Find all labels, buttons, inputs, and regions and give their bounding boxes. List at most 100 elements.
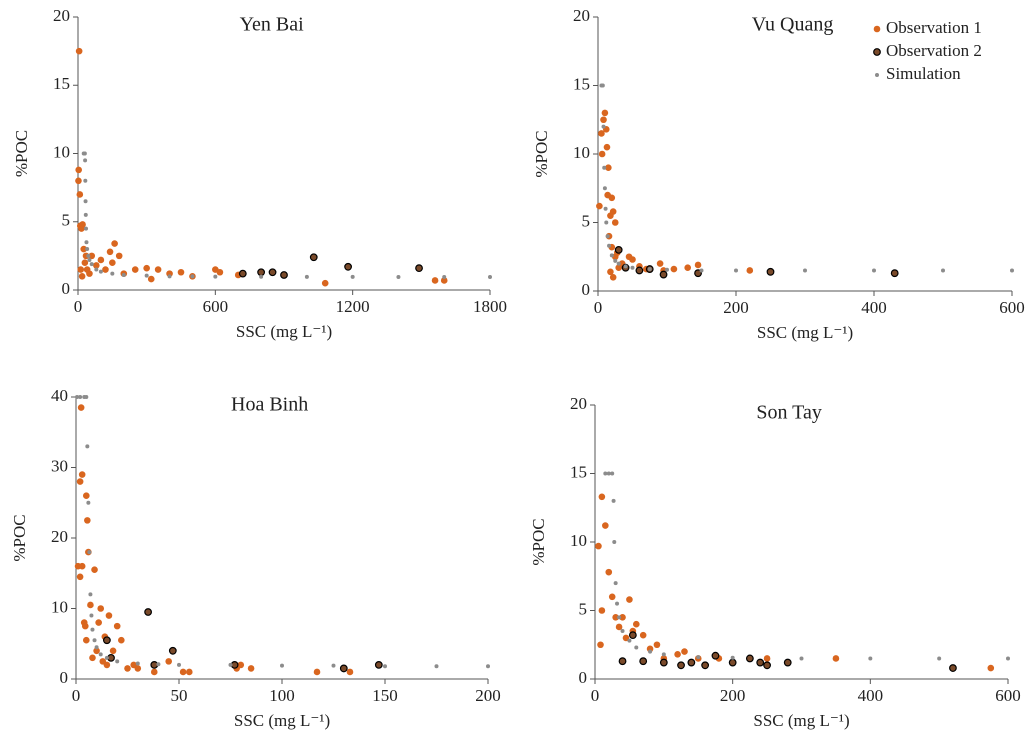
- data-point: [629, 256, 636, 263]
- y-tick-label: 20: [51, 527, 68, 546]
- chart-title: Son Tay: [756, 402, 821, 424]
- data-point: [78, 562, 86, 570]
- data-point: [601, 109, 609, 117]
- x-tick-label: 600: [203, 297, 229, 316]
- data-point: [147, 275, 155, 283]
- data-point: [84, 517, 91, 524]
- data-point: [93, 647, 100, 655]
- data-point: [766, 267, 775, 276]
- data-point: [121, 272, 126, 277]
- data-point: [603, 471, 608, 476]
- data-point: [684, 264, 691, 272]
- data-point: [144, 273, 149, 278]
- x-tick-label: 200: [720, 686, 746, 705]
- data-point: [635, 266, 644, 275]
- data-point: [257, 268, 266, 277]
- data-point: [601, 124, 606, 129]
- data-point: [832, 655, 840, 662]
- data-point: [144, 608, 153, 616]
- data-point: [605, 568, 613, 576]
- data-point: [600, 83, 605, 88]
- data-point: [75, 395, 80, 399]
- data-point: [627, 638, 632, 643]
- data-point: [83, 178, 88, 183]
- data-point: [783, 658, 792, 667]
- data-point: [633, 620, 640, 628]
- data-point: [75, 166, 82, 174]
- data-point: [701, 661, 710, 670]
- data-point: [95, 619, 102, 626]
- data-point: [630, 265, 635, 270]
- data-point: [614, 245, 623, 254]
- data-point: [608, 593, 616, 601]
- data-point: [81, 622, 89, 630]
- data-point: [238, 269, 247, 278]
- y-tick-label: 40: [51, 386, 68, 405]
- data-point: [78, 471, 86, 478]
- y-tick-label: 15: [53, 74, 70, 93]
- y-tick-label: 10: [570, 531, 587, 550]
- data-point: [598, 150, 606, 158]
- data-point: [346, 668, 354, 676]
- x-axis-label: SSC (mg L⁻¹): [236, 322, 332, 341]
- data-point: [634, 645, 639, 650]
- data-point: [105, 612, 113, 619]
- data-point: [622, 634, 630, 642]
- data-point: [89, 613, 94, 618]
- data-point: [606, 471, 611, 476]
- data-point: [442, 275, 447, 280]
- x-tick-label: 0: [72, 686, 81, 705]
- x-axis-label: SSC (mg L⁻¹): [757, 323, 853, 342]
- data-point: [111, 240, 118, 247]
- x-tick-label: 400: [858, 686, 884, 705]
- data-point: [605, 164, 612, 171]
- data-point: [280, 271, 288, 279]
- data-point: [941, 268, 945, 273]
- x-tick-label: 200: [723, 298, 749, 317]
- data-point: [102, 266, 109, 273]
- data-point: [154, 266, 162, 273]
- data-point: [607, 268, 614, 276]
- data-point: [610, 471, 615, 476]
- data-point: [143, 264, 150, 272]
- data-point: [98, 269, 103, 274]
- data-point: [88, 252, 96, 260]
- x-tick-label: 150: [372, 686, 398, 705]
- y-axis-label: %POC: [532, 130, 551, 177]
- data-point: [694, 261, 702, 269]
- data-point: [237, 661, 245, 669]
- data-point: [607, 243, 612, 248]
- data-point: [746, 267, 754, 274]
- y-axis-label: %POC: [529, 518, 548, 565]
- data-point: [595, 542, 602, 550]
- data-point: [603, 143, 611, 151]
- data-point: [75, 47, 83, 55]
- data-point: [383, 664, 387, 669]
- data-point: [259, 274, 264, 279]
- data-point: [734, 268, 738, 273]
- legend-marker: [873, 48, 881, 56]
- data-point: [868, 656, 873, 661]
- data-point: [89, 654, 96, 662]
- x-tick-label: 200: [475, 686, 501, 705]
- x-tick-label: 600: [995, 686, 1021, 705]
- data-point: [75, 177, 82, 185]
- data-point: [86, 253, 91, 258]
- data-point: [350, 274, 355, 279]
- data-point: [247, 665, 255, 672]
- data-point: [115, 659, 120, 664]
- data-point: [613, 258, 618, 263]
- data-point: [78, 395, 83, 399]
- panel: 0 5 10 15 20 0 600 1200 1800 Yen Bai SSC (mg L⁻¹)%…: [12, 6, 507, 341]
- data-point: [602, 165, 607, 170]
- data-point: [872, 268, 876, 273]
- data-point: [609, 274, 617, 281]
- data-point: [190, 274, 195, 279]
- data-point: [102, 636, 111, 645]
- data-point: [344, 262, 352, 271]
- data-point: [763, 661, 771, 670]
- data-point: [81, 259, 89, 267]
- data-point: [109, 259, 116, 267]
- data-point: [596, 202, 603, 210]
